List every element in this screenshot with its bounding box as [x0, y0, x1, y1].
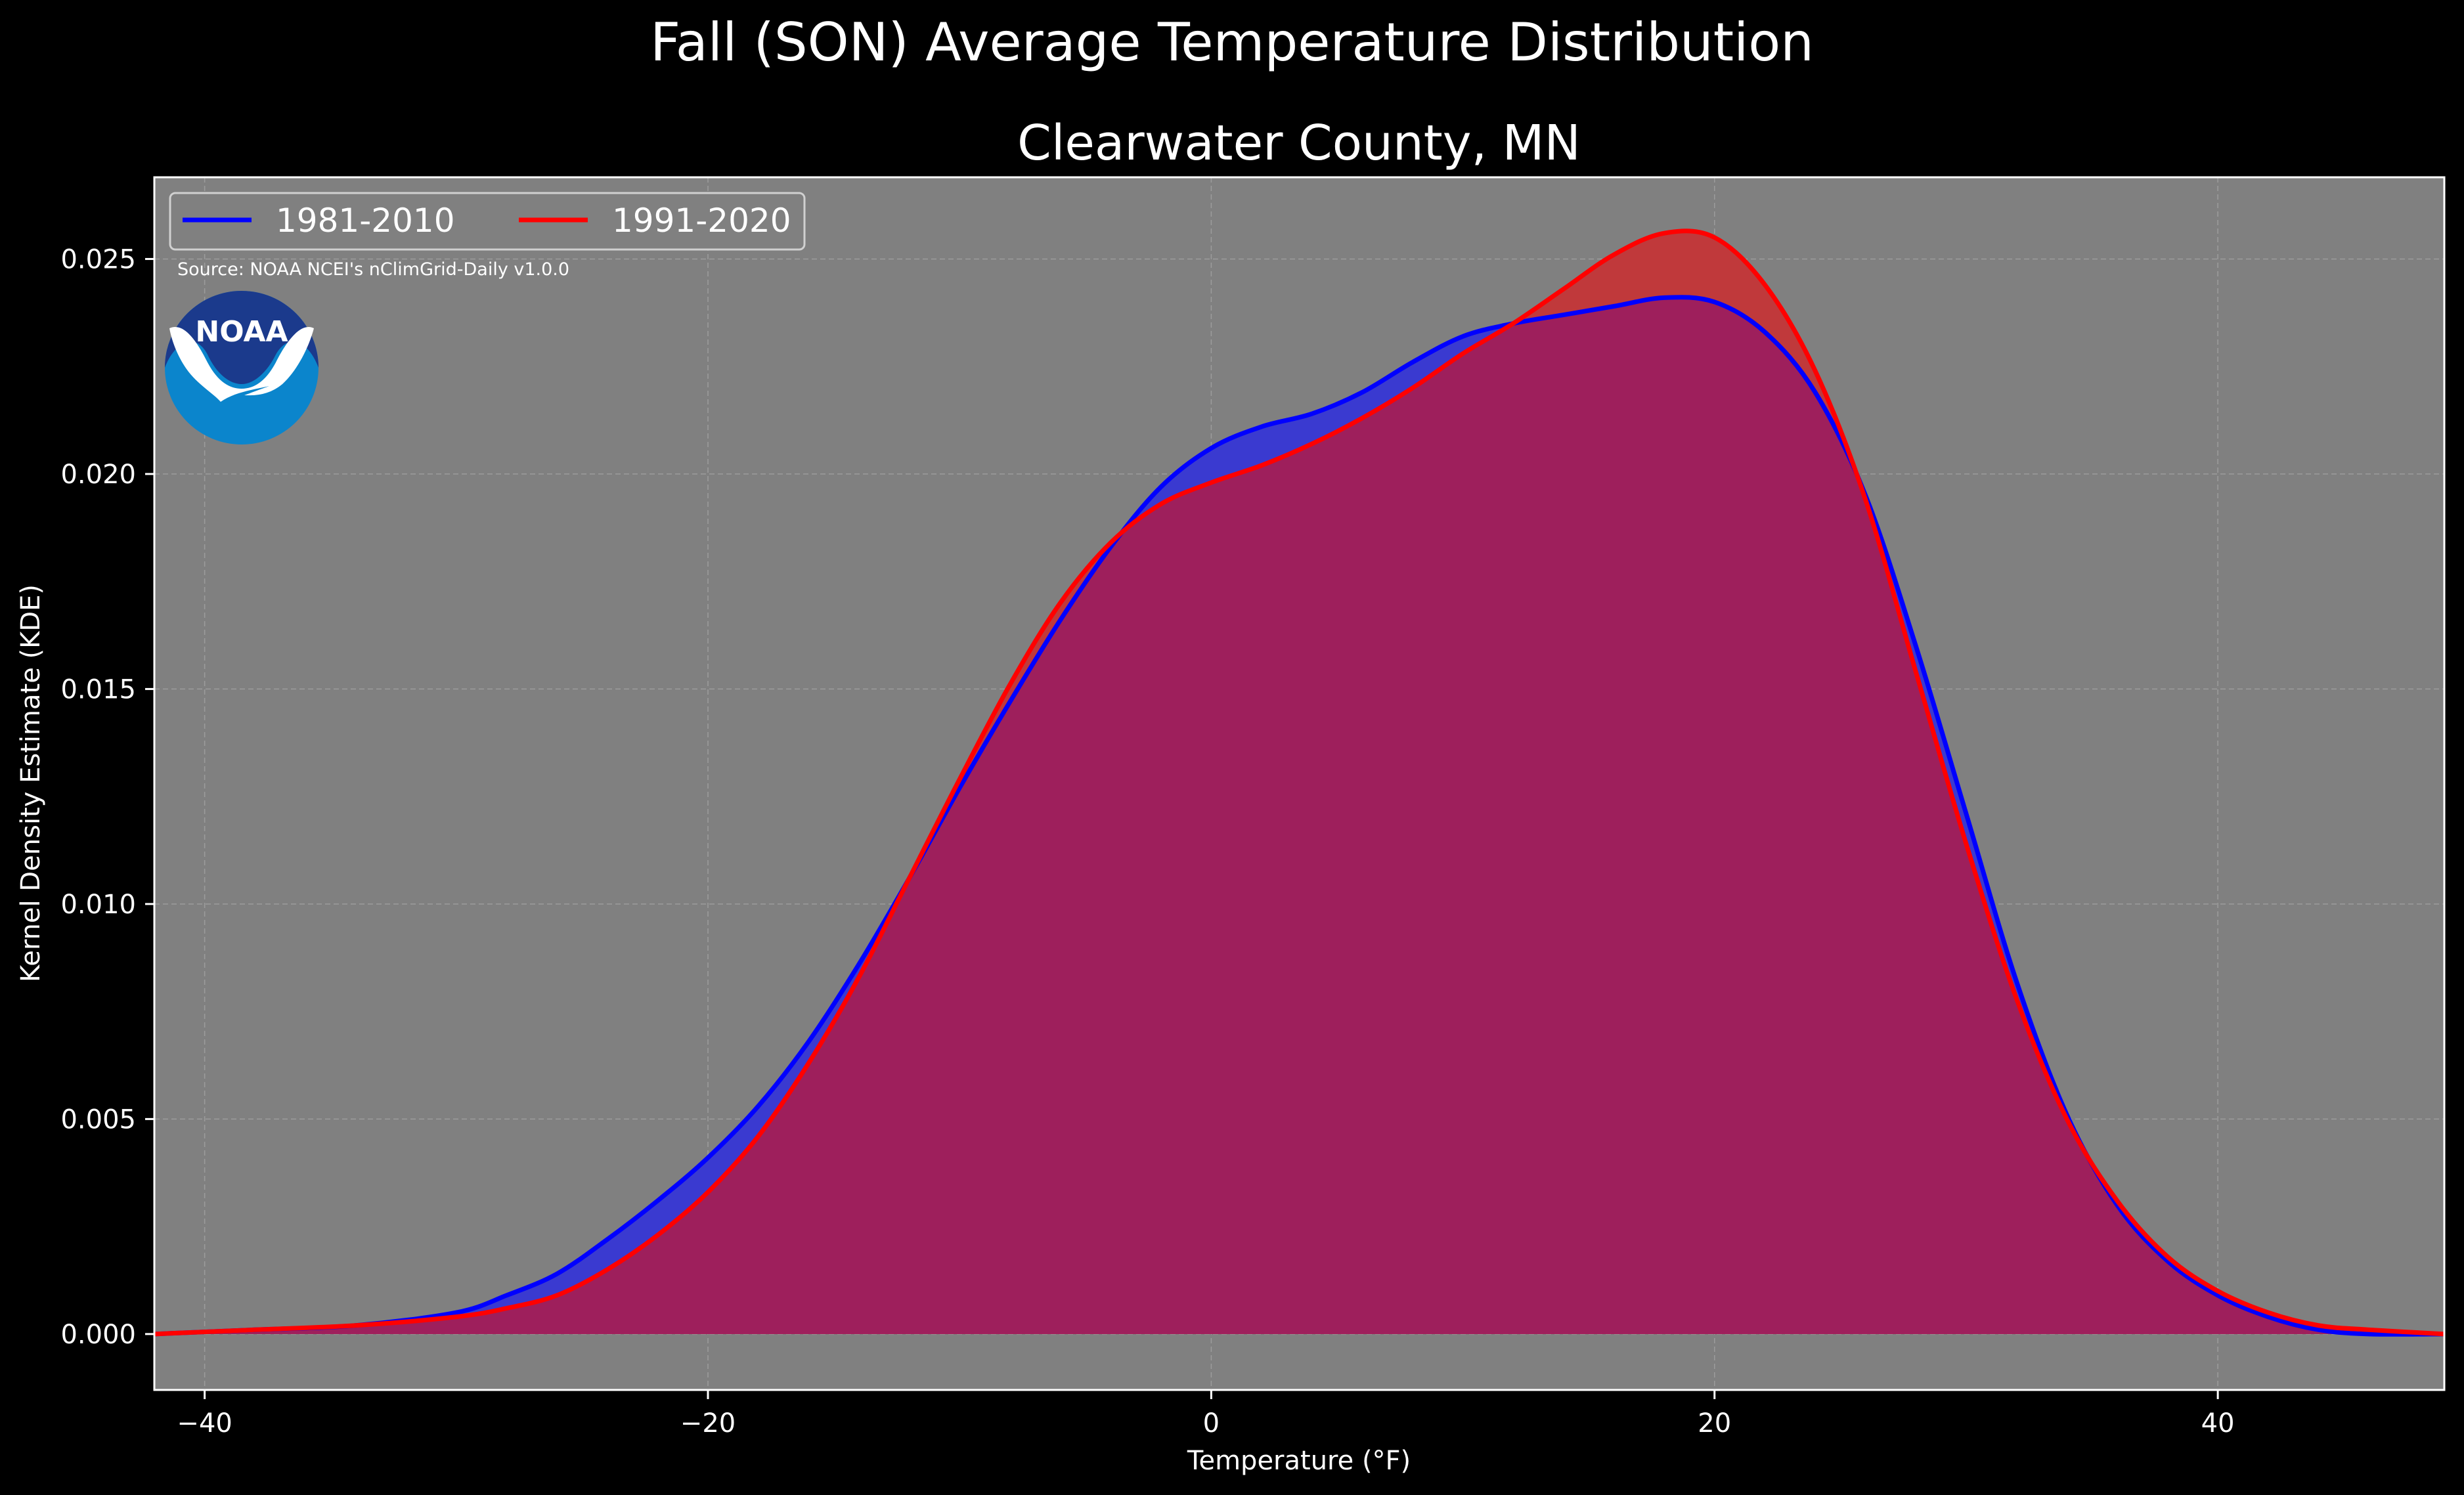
y-tick-label: 0.020 — [60, 460, 136, 490]
source-note: Source: NOAA NCEI's nClimGrid-Daily v1.0… — [177, 259, 569, 280]
y-tick-label: 0.025 — [60, 244, 136, 274]
x-tick-label: 20 — [1698, 1408, 1731, 1439]
x-tick-label: 40 — [2201, 1408, 2235, 1439]
x-axis-ticks: −40 −20 0 20 40 — [177, 1390, 2235, 1439]
plot-frame — [153, 176, 2446, 1391]
fill-overlap — [154, 297, 2444, 1334]
legend-box — [169, 192, 806, 251]
line-1991-2020 — [154, 228, 2444, 1337]
x-axis-label: Temperature (°F) — [1187, 1446, 1411, 1476]
noaa-logo-icon: NOAA — [165, 291, 319, 444]
y-tick-label: 0.005 — [60, 1104, 136, 1135]
chart-title: Fall (SON) Average Temperature Distribut… — [650, 12, 1814, 73]
chart-subtitle: Clearwater County, MN — [1017, 115, 1581, 171]
y-tick-label: 0.000 — [60, 1320, 136, 1350]
kde-curves — [154, 228, 2444, 1337]
legend: 1981-2010 1991-2020 — [169, 192, 806, 251]
y-tick-label: 0.010 — [60, 890, 136, 920]
legend-label-1991-2020: 1991-2020 — [612, 202, 791, 240]
y-axis-ticks: 0.000 0.005 0.010 0.015 0.020 0.025 — [60, 244, 154, 1350]
x-tick-label: 0 — [1203, 1408, 1220, 1439]
x-tick-label: −20 — [680, 1408, 736, 1439]
svg-text:NOAA: NOAA — [195, 315, 288, 349]
legend-label-1981-2010: 1981-2010 — [276, 202, 455, 240]
y-axis-label: Kernel Density Estimate (KDE) — [16, 584, 46, 982]
line-1981-2010 — [154, 295, 2444, 1337]
y-tick-label: 0.015 — [60, 674, 136, 704]
x-tick-label: −40 — [177, 1408, 232, 1439]
